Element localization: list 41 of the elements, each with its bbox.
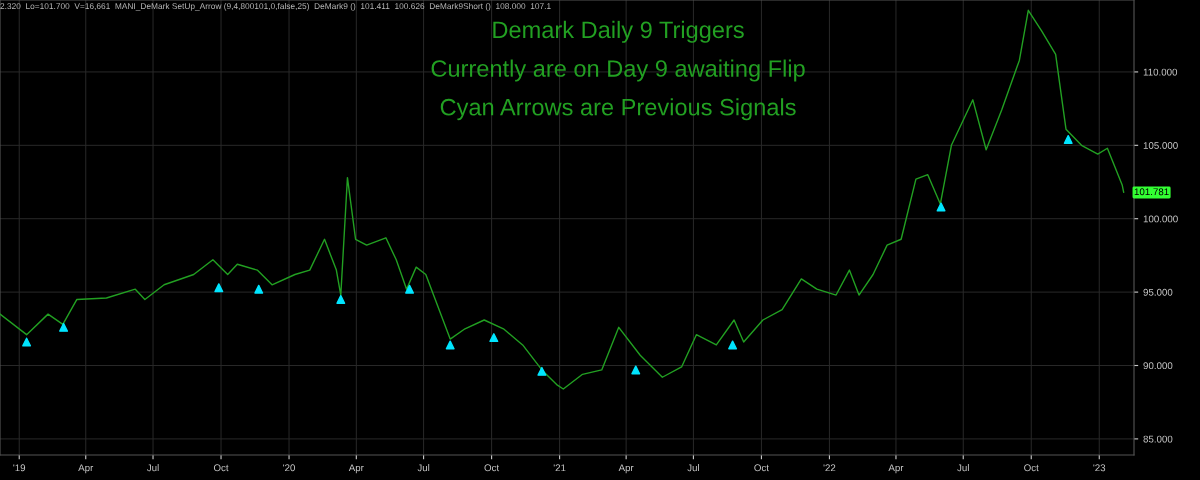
- annotation: 101.781: [1134, 188, 1169, 196]
- y-tick-label: 95.000: [1143, 288, 1173, 296]
- x-tick-label: '23: [1093, 464, 1106, 472]
- x-tick-label: Apr: [78, 464, 94, 474]
- point: [254, 284, 264, 294]
- y-tick-label: 110.000: [1143, 68, 1178, 76]
- y-tick-label: 105.000: [1143, 142, 1178, 149]
- x-tick-label: Oct: [754, 464, 769, 472]
- point: [22, 337, 32, 347]
- x-tick-label: Oct: [484, 464, 500, 472]
- y-tick-label: 90.000: [1143, 362, 1173, 370]
- point: [445, 340, 455, 350]
- x-tick-label: Apr: [618, 464, 634, 474]
- annotation: 2.320 Lo=101.700 V=16,661 MANI_DeMark SetUp_Arrow (9,4,800101,0,false,25) DeMark9 () 101.411 100.626 DeMark9Short () 108.000 107.1: [0, 2, 551, 11]
- x-tick-label: Oct: [1024, 464, 1039, 472]
- point: [631, 365, 641, 375]
- x-tick-label: Jul: [957, 464, 969, 472]
- x-tick-label: '22: [823, 464, 836, 472]
- point: [214, 283, 224, 293]
- x-tick-label: Jul: [146, 464, 159, 472]
- point: [489, 333, 499, 343]
- x-tick-label: Jul: [417, 464, 430, 472]
- x-tick-label: '19: [13, 464, 26, 472]
- point: [728, 340, 738, 350]
- text: Demark Daily 9 Triggers: [493, 20, 744, 43]
- annotation: Cyan Arrows are Previous Signals: [440, 98, 796, 121]
- point: [336, 294, 346, 304]
- x-tick-label: Apr: [348, 464, 364, 474]
- x-tick-label: '21: [553, 464, 566, 472]
- x-tick-label: '20: [283, 464, 295, 472]
- line-series: [0, 9, 1125, 390]
- y-tick-label: 85.000: [1143, 435, 1173, 443]
- point: [59, 322, 69, 332]
- point: [1063, 134, 1073, 144]
- x-tick-label: Jul: [687, 464, 699, 472]
- x-tick-label: Oct: [213, 464, 229, 472]
- y-tick-label: 100.000: [1143, 215, 1178, 223]
- x-tick-label: Apr: [888, 464, 904, 474]
- point: [405, 284, 415, 294]
- point: [537, 366, 547, 376]
- annotation: Currently are on Day 9 awaiting Flip: [431, 59, 805, 82]
